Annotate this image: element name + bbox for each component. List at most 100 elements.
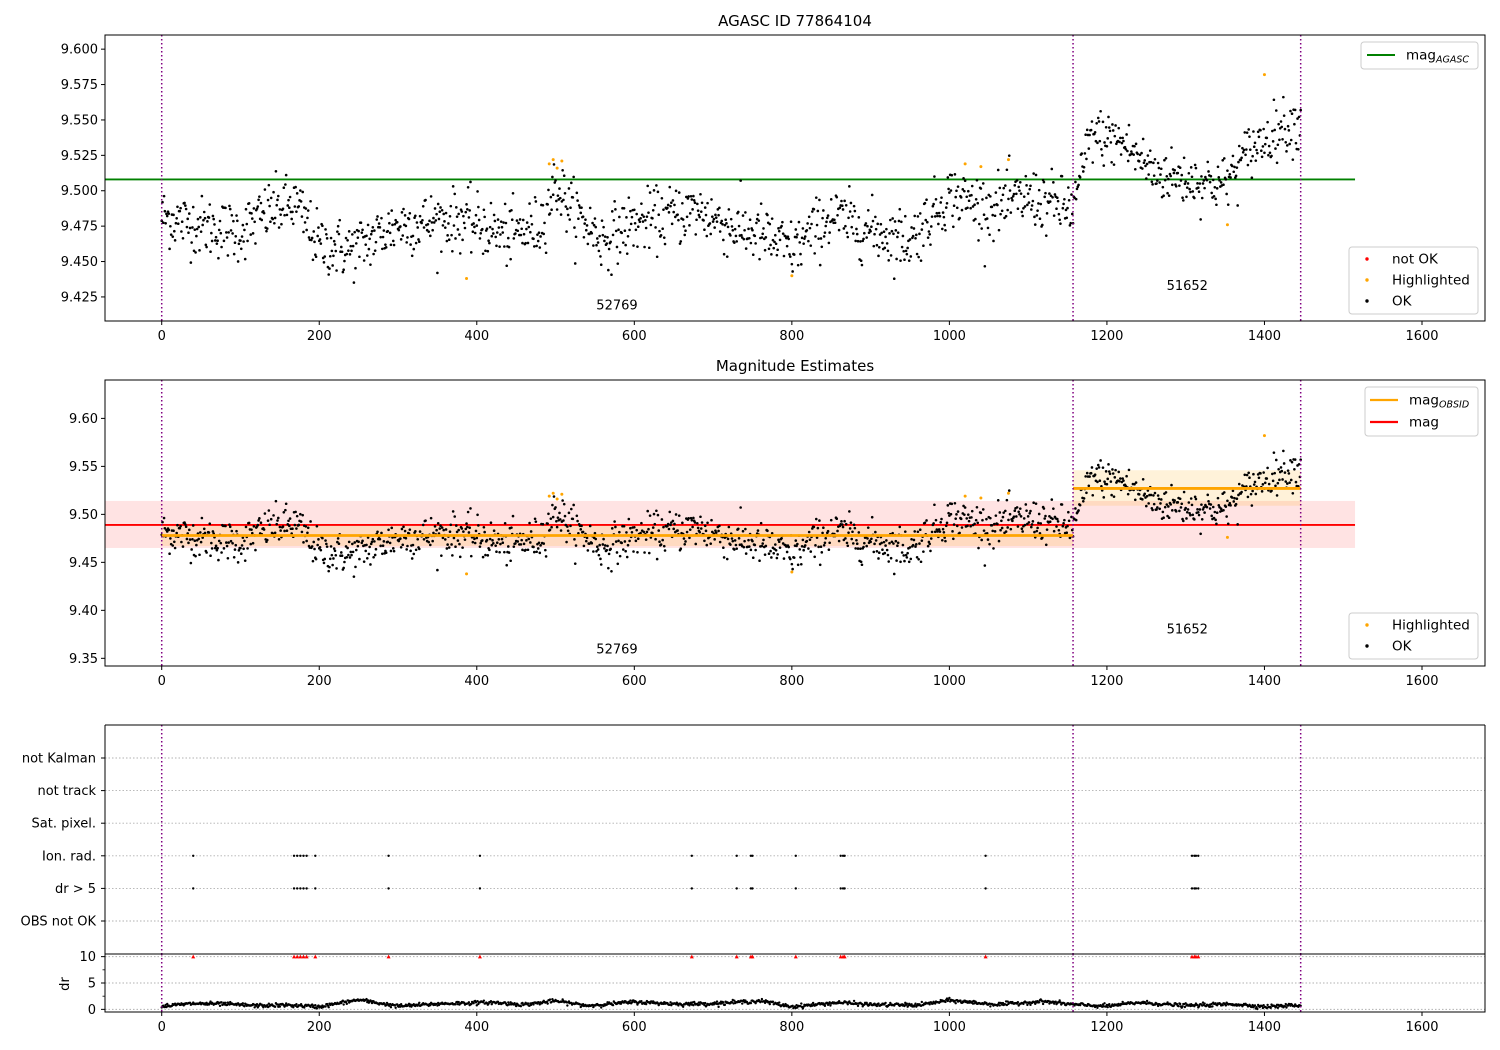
ok-point (232, 219, 235, 223)
ok-point (1226, 522, 1230, 526)
ok-point (215, 548, 219, 552)
ok-point (410, 254, 414, 258)
flag-point (751, 887, 754, 890)
ok-point (562, 502, 566, 506)
ok-point (1297, 484, 1300, 488)
ok-point (277, 226, 281, 229)
ok-point (853, 526, 857, 530)
ok-point (1153, 157, 1157, 161)
y-tick-label: 10 (79, 950, 96, 965)
ok-point (331, 264, 334, 267)
ok-point (255, 207, 259, 210)
ok-point (822, 526, 825, 530)
ok-point (1052, 507, 1055, 510)
ok-point (891, 217, 894, 220)
dr-point (801, 1007, 805, 1010)
ok-point (1198, 508, 1202, 511)
ok-point (544, 242, 547, 245)
dr-clipped-markers (191, 954, 1201, 959)
ok-point (754, 548, 757, 552)
flag-points (192, 887, 1200, 890)
ok-point (588, 206, 592, 210)
ok-point (1297, 147, 1300, 151)
dr-point (546, 1002, 549, 1005)
ok-point (410, 557, 414, 560)
ok-point (1084, 475, 1087, 478)
ok-point (963, 189, 966, 193)
ok-point (691, 525, 694, 529)
ok-point (870, 225, 873, 229)
ok-point (935, 211, 939, 215)
ok-point (614, 540, 618, 543)
dr-point (875, 1004, 879, 1008)
ok-point (1215, 522, 1218, 526)
ok-point (1141, 167, 1144, 170)
ok-point (446, 234, 449, 237)
ok-point (1145, 494, 1149, 498)
ok-point (180, 220, 184, 224)
ok-point (295, 514, 299, 518)
ok-point (1085, 128, 1089, 132)
ok-point (284, 502, 288, 506)
ok-point (1216, 165, 1220, 169)
highlighted-point (790, 274, 794, 278)
ok-point (186, 217, 190, 221)
ok-point (980, 538, 983, 542)
ok-point (710, 530, 714, 534)
ok-point (1048, 192, 1051, 195)
ok-point (801, 227, 805, 230)
ok-point (620, 541, 624, 545)
ok-point (321, 536, 324, 540)
ok-point (994, 514, 998, 517)
ok-point (528, 521, 531, 525)
ok-point (181, 545, 185, 548)
ok-point (443, 220, 446, 223)
ok-point (720, 219, 724, 223)
ok-point (214, 235, 218, 239)
ok-point (414, 241, 418, 245)
ok-point (642, 530, 646, 534)
x-tick-label: 800 (779, 1020, 804, 1035)
ok-point (558, 511, 561, 515)
ok-point (955, 524, 959, 528)
ok-point (281, 207, 285, 211)
dr-point (1177, 1005, 1180, 1008)
ok-point (266, 198, 270, 202)
ok-point (277, 537, 281, 541)
ok-point (1282, 462, 1286, 465)
ok-point (219, 231, 223, 235)
ok-point (594, 225, 598, 229)
dr-clipped-marker (793, 954, 798, 959)
ok-point (918, 528, 922, 532)
ok-point (1232, 170, 1236, 174)
ok-point (369, 263, 372, 266)
ok-point (389, 549, 393, 553)
ok-point (994, 191, 998, 194)
ok-point (896, 231, 900, 234)
flag-point (302, 854, 305, 857)
ok-point (1182, 490, 1186, 494)
ok-point (993, 214, 997, 218)
ok-point (552, 495, 556, 498)
ok-point (760, 236, 764, 239)
ok-point (899, 560, 902, 564)
ok-point (198, 249, 201, 252)
ok-point (169, 224, 172, 228)
ok-point (946, 176, 950, 179)
obsid-label: 52769 (596, 643, 637, 658)
ok-point (674, 189, 678, 193)
ok-point (1074, 518, 1078, 522)
ok-point (377, 222, 381, 225)
ok-point (233, 241, 237, 245)
ok-point (369, 232, 373, 236)
ok-point (401, 543, 405, 547)
ok-point (163, 526, 167, 530)
ok-point (963, 513, 966, 516)
ok-point (172, 213, 175, 217)
y-tick-label: 9.60 (69, 412, 98, 427)
ok-point (408, 211, 412, 215)
ok-point (595, 243, 598, 247)
ok-point (600, 219, 604, 222)
ok-point (306, 531, 309, 535)
ok-point (1164, 491, 1168, 494)
